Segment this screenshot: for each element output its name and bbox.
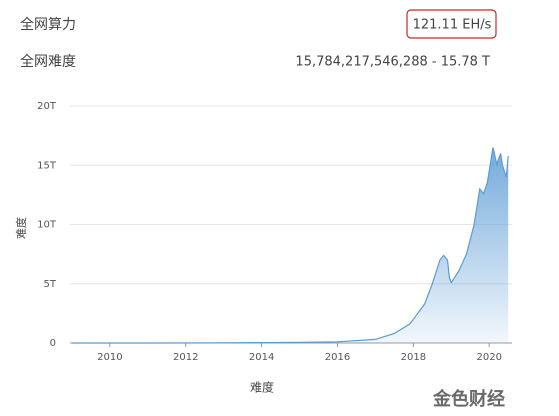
y-tick-label: 15T [37,160,57,171]
y-tick-label: 10T [37,220,57,231]
watermark: 金色财经 [432,388,505,410]
x-tick-label: 2020 [477,352,502,363]
x-tick-label: 2012 [173,352,198,363]
y-tick-label: 0 [50,338,56,349]
highlight-box [406,9,497,39]
x-tick-label: 2018 [401,352,426,363]
difficulty-label: 全网难度 [20,53,76,70]
x-axis-title: 难度 [250,380,274,395]
y-tick-label: 20T [37,101,57,112]
x-tick-label: 2010 [97,352,122,363]
y-tick-label: 5T [44,279,57,290]
hashrate-value: 121.11 EH/s [413,18,492,33]
x-tick-label: 2016 [325,352,350,363]
line [71,147,509,344]
x-tick-label: 2014 [249,352,274,363]
difficulty-value: 15,784,217,546,288 - 15.78 T [295,55,490,70]
hashrate-label: 全网算力 [20,16,76,33]
area [71,147,509,343]
y-axis-title: 难度 [14,217,28,239]
